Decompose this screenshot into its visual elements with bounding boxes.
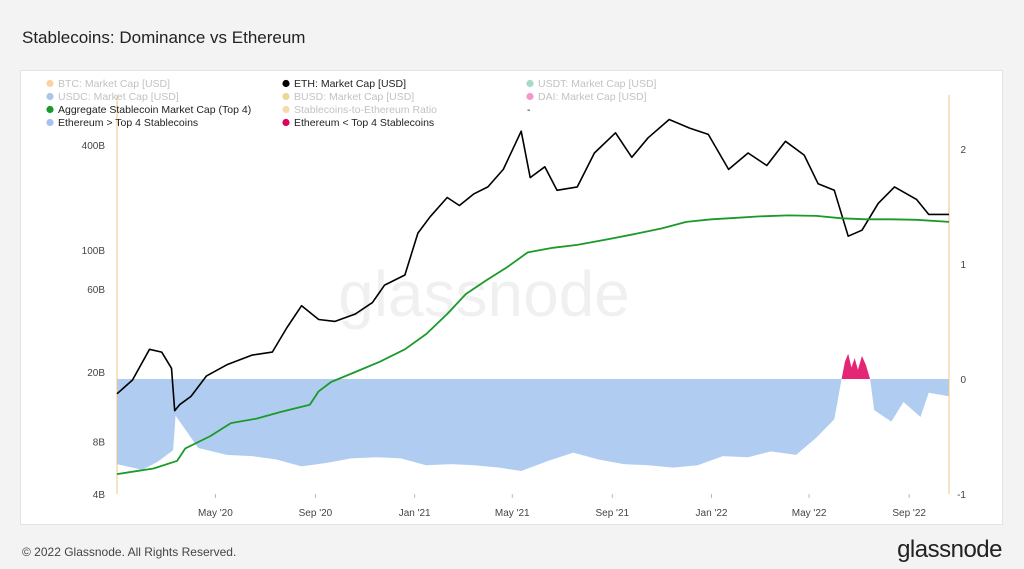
x-tick-label: May '20: [198, 508, 233, 519]
legend-item[interactable]: BUSD: Market Cap [USD]: [282, 91, 414, 103]
legend-label: USDT: Market Cap [USD]: [538, 78, 657, 90]
chart-title: Stablecoins: Dominance vs Ethereum: [22, 28, 306, 47]
y-right-tick-label: 0: [960, 375, 966, 386]
x-tick-label: May '21: [495, 508, 530, 519]
legend-item[interactable]: Aggregate Stablecoin Market Cap (Top 4): [46, 104, 251, 116]
y-left-tick-label: 4B: [93, 490, 106, 501]
legend-item[interactable]: BTC: Market Cap [USD]: [46, 78, 170, 90]
legend-swatch: [46, 105, 54, 114]
copyright-text: © 2022 Glassnode. All Rights Reserved.: [22, 545, 237, 559]
legend-swatch: [282, 79, 290, 88]
area-series-1: [841, 353, 871, 379]
legend-label: BUSD: Market Cap [USD]: [294, 91, 414, 103]
y-right-tick-label: 1: [960, 260, 966, 271]
y-left-tick-label: 100B: [82, 246, 106, 257]
brand-logo[interactable]: glassnode: [897, 536, 1002, 563]
watermark-text: glassnode: [338, 258, 630, 330]
legend-swatch: [526, 79, 534, 88]
y-left-tick-label: 8B: [93, 437, 106, 448]
legend-swatch: [46, 118, 54, 127]
legend-swatch: [282, 105, 290, 114]
legend-label: DAI: Market Cap [USD]: [538, 91, 647, 103]
legend-item[interactable]: USDC: Market Cap [USD]: [46, 91, 179, 103]
x-tick-label: Sep '20: [299, 508, 333, 519]
legend-swatch: [282, 92, 290, 101]
chart-panel: glassnode 4B 8B 20B 60B 100B 400B -1 0 1 2 May '20…: [20, 70, 1003, 525]
x-tick-label: May '22: [792, 508, 827, 519]
legend-item[interactable]: Stablecoins-to-Ethereum Ratio: [282, 104, 437, 116]
legend-label: Ethereum > Top 4 Stablecoins: [58, 117, 198, 129]
legend-label: USDC: Market Cap [USD]: [58, 91, 179, 103]
legend-label: Aggregate Stablecoin Market Cap (Top 4): [58, 104, 251, 116]
y-left-tick-label: 400B: [82, 141, 106, 152]
legend-item[interactable]: Ethereum > Top 4 Stablecoins: [46, 117, 198, 129]
x-tick-label: Jan '22: [696, 508, 728, 519]
area-series-0: [117, 379, 949, 471]
legend-swatch: [46, 79, 54, 88]
legend-label: BTC: Market Cap [USD]: [58, 78, 170, 90]
y-right-tick-label: -1: [957, 490, 966, 501]
legend-label: ETH: Market Cap [USD]: [294, 78, 406, 90]
y-left-tick-label: 20B: [87, 368, 105, 379]
x-tick-label: Jan '21: [399, 508, 431, 519]
legend-label: Ethereum < Top 4 Stablecoins: [294, 117, 434, 129]
legend-swatch: [46, 92, 54, 101]
legend-item[interactable]: DAI: Market Cap [USD]: [526, 91, 647, 103]
legend-item[interactable]: Ethereum < Top 4 Stablecoins: [282, 117, 434, 129]
y-right-tick-label: 2: [960, 145, 966, 156]
y-left-tick-label: 60B: [87, 285, 105, 296]
legend-swatch: [282, 118, 290, 127]
legend-item[interactable]: -: [527, 104, 531, 116]
legend-item[interactable]: USDT: Market Cap [USD]: [526, 78, 657, 90]
x-tick-label: Sep '22: [892, 508, 926, 519]
legend-item[interactable]: ETH: Market Cap [USD]: [282, 78, 406, 90]
legend-label: -: [527, 104, 531, 116]
chart-svg: glassnode 4B 8B 20B 60B 100B 400B -1 0 1 2 May '20…: [46, 78, 966, 519]
line-series-0: [116, 118, 949, 412]
legend-label: Stablecoins-to-Ethereum Ratio: [294, 104, 437, 116]
x-tick-label: Sep '21: [595, 508, 629, 519]
line-series-1: [116, 214, 950, 475]
legend-swatch: [526, 92, 534, 101]
